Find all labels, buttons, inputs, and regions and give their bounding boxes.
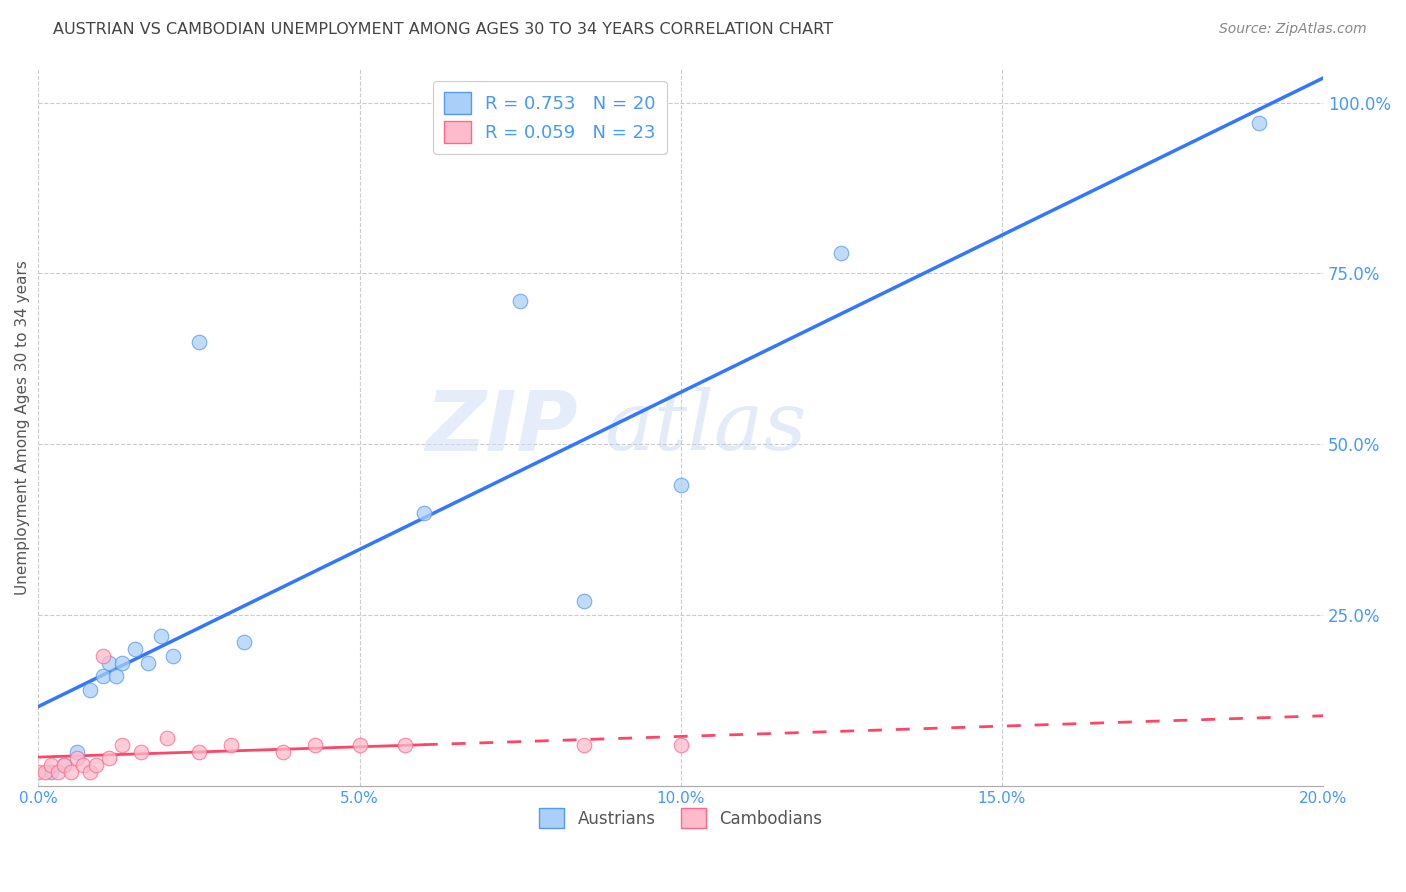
Text: AUSTRIAN VS CAMBODIAN UNEMPLOYMENT AMONG AGES 30 TO 34 YEARS CORRELATION CHART: AUSTRIAN VS CAMBODIAN UNEMPLOYMENT AMONG…: [53, 22, 834, 37]
Point: [162, 648, 184, 663]
Point: [72, 758, 94, 772]
Point: [46, 765, 69, 780]
Point: [98, 751, 121, 765]
Point: [98, 656, 121, 670]
Point: [574, 594, 596, 608]
Point: [271, 745, 294, 759]
Point: [149, 628, 172, 642]
Point: [394, 738, 416, 752]
Legend: Austrians, Cambodians: Austrians, Cambodians: [533, 801, 828, 835]
Point: [111, 738, 134, 752]
Point: [1247, 116, 1270, 130]
Point: [136, 656, 159, 670]
Point: [104, 669, 127, 683]
Point: [53, 758, 76, 772]
Point: [39, 765, 62, 780]
Point: [349, 738, 371, 752]
Point: [129, 745, 152, 759]
Point: [188, 334, 211, 349]
Text: atlas: atlas: [603, 387, 806, 467]
Point: [574, 738, 596, 752]
Point: [124, 642, 146, 657]
Point: [91, 669, 114, 683]
Point: [111, 656, 134, 670]
Text: Source: ZipAtlas.com: Source: ZipAtlas.com: [1219, 22, 1367, 37]
Point: [669, 478, 692, 492]
Point: [39, 758, 62, 772]
Point: [27, 765, 49, 780]
Point: [79, 765, 101, 780]
Point: [53, 758, 76, 772]
Point: [156, 731, 179, 745]
Point: [830, 246, 852, 260]
Point: [79, 683, 101, 698]
Point: [412, 506, 434, 520]
Point: [59, 765, 82, 780]
Point: [509, 293, 531, 308]
Point: [304, 738, 326, 752]
Point: [84, 758, 107, 772]
Point: [34, 765, 56, 780]
Point: [66, 745, 89, 759]
Point: [188, 745, 211, 759]
Point: [219, 738, 242, 752]
Text: ZIP: ZIP: [426, 386, 578, 467]
Point: [669, 738, 692, 752]
Point: [66, 751, 89, 765]
Y-axis label: Unemployment Among Ages 30 to 34 years: Unemployment Among Ages 30 to 34 years: [15, 260, 30, 595]
Point: [233, 635, 256, 649]
Point: [91, 648, 114, 663]
